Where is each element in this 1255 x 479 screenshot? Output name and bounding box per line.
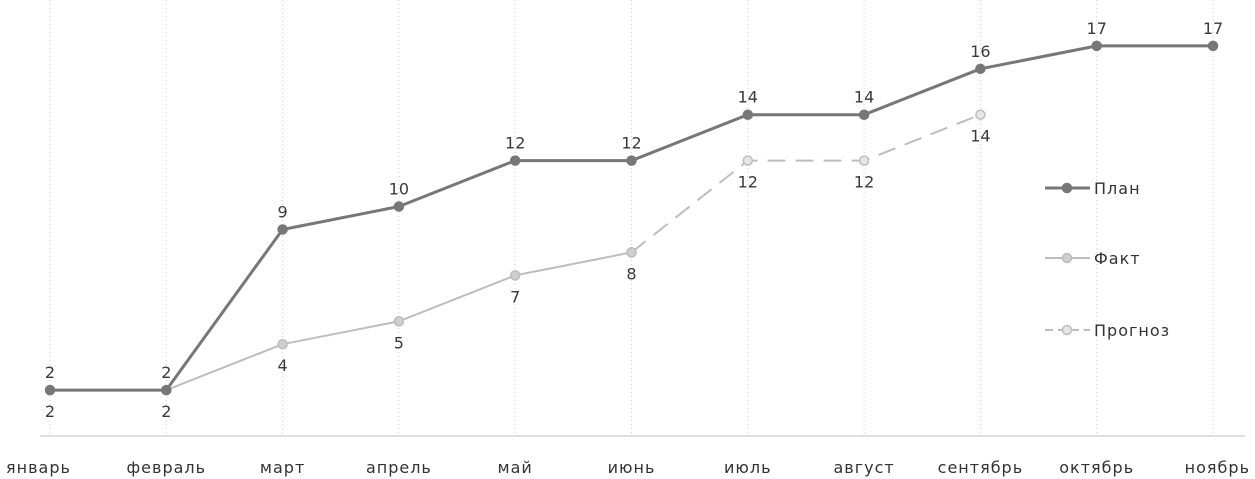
data-label-план-июнь: 12 (621, 134, 641, 153)
data-label-layer: 12 12 14 2 2 4 5 7 8 2 2 9 10 12 12 14 14 16 17 17 (45, 19, 1223, 421)
data-label-факт-апрель: 5 (394, 333, 404, 352)
data-label-прогноз-июль: 12 (738, 173, 758, 192)
point-прогноз-июль (742, 155, 754, 166)
data-label-план-март: 9 (278, 202, 288, 221)
legend-label-факт: Факт (1094, 249, 1141, 268)
x-tick-label-январь: январь (6, 458, 71, 477)
data-label-прогноз-сентябрь: 14 (970, 127, 990, 146)
series-layer (44, 40, 1219, 396)
point-план-октябрь (1091, 40, 1102, 52)
x-tick-label-ноябрь: ноябрь (1185, 458, 1250, 477)
x-tick-label-октябрь: октябрь (1059, 458, 1134, 477)
legend-marker-план (1061, 182, 1073, 194)
point-план-ноябрь (1207, 40, 1219, 52)
data-label-план-май: 12 (505, 134, 525, 153)
series-line-план (50, 44, 1213, 392)
data-label-план-январь: 2 (45, 363, 55, 382)
legend: План Факт Прогноз (1045, 179, 1170, 340)
data-label-факт-март: 4 (278, 356, 288, 375)
data-label-прогноз-август: 12 (854, 173, 874, 192)
grid-layer (49, 0, 1214, 436)
point-план-февраль (161, 384, 172, 396)
data-label-факт-май: 7 (510, 287, 520, 306)
point-план-май (509, 155, 521, 166)
data-label-план-сентябрь: 16 (970, 42, 990, 61)
point-план-август (858, 109, 870, 120)
point-факт-июнь (626, 247, 637, 258)
legend-label-план: План (1094, 179, 1141, 198)
point-план-июнь (626, 155, 637, 166)
x-tick-label-июль: июль (724, 458, 772, 477)
point-план-апрель (393, 201, 405, 212)
series-line-прогноз (630, 113, 981, 254)
data-label-план-июль: 14 (738, 88, 758, 107)
legend-marker-прогноз (1061, 324, 1073, 336)
data-label-план-август: 14 (854, 88, 874, 107)
point-факт-май (509, 270, 521, 281)
data-label-факт-январь: 2 (45, 402, 55, 421)
x-tick-label-август: август (833, 458, 894, 477)
legend-marker-факт (1061, 252, 1073, 264)
point-прогноз-сентябрь (975, 109, 986, 120)
series-line-факт (50, 251, 632, 392)
x-tick-label-апрель: апрель (366, 458, 432, 477)
data-label-план-февраль: 2 (161, 363, 171, 382)
point-прогноз-август (858, 155, 870, 166)
data-label-факт-июнь: 8 (626, 264, 636, 283)
point-план-март (277, 224, 288, 235)
data-label-план-апрель: 10 (389, 180, 409, 199)
data-label-факт-февраль: 2 (161, 402, 171, 421)
point-факт-март (277, 338, 288, 350)
x-tick-label-сентябрь: сентябрь (938, 458, 1024, 477)
x-tick-label-март: март (260, 458, 305, 477)
point-план-сентябрь (975, 63, 986, 75)
point-факт-апрель (393, 316, 405, 327)
data-label-план-ноябрь: 17 (1203, 19, 1223, 38)
point-план-январь (44, 384, 56, 396)
x-tick-label-февраль: февраль (127, 458, 207, 477)
x-axis: январь февраль март апрель май июнь июль август… (6, 435, 1250, 477)
data-label-план-октябрь: 17 (1087, 19, 1107, 38)
point-план-июль (742, 109, 754, 120)
legend-label-прогноз: Прогноз (1094, 321, 1170, 340)
x-tick-label-июнь: июнь (608, 458, 656, 477)
x-tick-label-май: май (498, 458, 533, 477)
